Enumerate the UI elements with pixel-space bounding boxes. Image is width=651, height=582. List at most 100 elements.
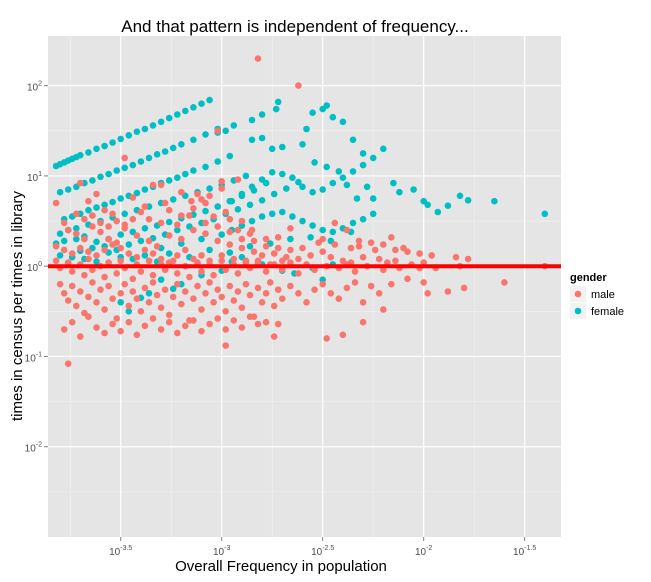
legend: gender male female [570, 272, 624, 319]
point-male [101, 206, 108, 214]
point-male [375, 255, 383, 263]
point-male [214, 223, 221, 230]
point-female [258, 197, 266, 204]
point-female [198, 100, 205, 107]
x-tick-label-base: 10 [513, 547, 525, 558]
y-tick-label-exponent: 0 [38, 261, 42, 268]
point-male [133, 295, 141, 303]
point-male [355, 237, 363, 245]
x-tick-label: 10-3 [213, 545, 230, 558]
point-male [287, 282, 294, 290]
point-male [214, 127, 221, 135]
point-female [137, 237, 145, 245]
point-male [335, 295, 343, 303]
point-male [198, 327, 205, 335]
point-male [416, 250, 423, 257]
point-male [64, 226, 72, 234]
x-tick-label-exponent: -3.5 [120, 545, 132, 552]
point-male [141, 284, 149, 292]
point-male [169, 293, 177, 301]
point-male [190, 295, 197, 303]
point-male [226, 215, 234, 223]
x-tick-label-exponent: -3 [224, 545, 230, 552]
point-female [246, 201, 254, 209]
point-female [73, 235, 80, 243]
point-male [218, 293, 225, 301]
point-male [89, 223, 96, 230]
point-female [309, 222, 316, 229]
point-female [274, 98, 282, 106]
point-male [85, 197, 92, 205]
point-male [222, 326, 229, 333]
point-male [109, 241, 116, 248]
point-female [121, 164, 128, 172]
point-male [392, 246, 399, 254]
point-male [52, 257, 60, 265]
point-male [254, 55, 262, 62]
point-male [89, 279, 96, 286]
point-male [287, 225, 294, 232]
point-female [73, 225, 80, 232]
point-male [157, 181, 165, 189]
point-female [287, 235, 294, 243]
point-male [165, 311, 173, 319]
point-male [105, 235, 112, 243]
point-female [349, 219, 357, 227]
point-male [222, 208, 229, 216]
point-male [165, 206, 173, 214]
point-male [60, 326, 68, 333]
point-female [165, 114, 173, 122]
point-male [121, 221, 128, 228]
point-female [141, 225, 149, 232]
point-male [60, 219, 68, 227]
point-male [109, 295, 116, 303]
point-male [194, 282, 201, 290]
point-male [81, 271, 88, 279]
point-male [125, 318, 133, 326]
point-male [68, 318, 76, 326]
point-male [428, 252, 436, 259]
point-male [97, 286, 104, 294]
x-tick-label-base: 10 [109, 547, 121, 558]
point-male [254, 284, 262, 292]
point-female [109, 139, 116, 146]
point-female [85, 149, 92, 156]
point-male [97, 228, 104, 236]
point-male [182, 322, 189, 330]
point-male [274, 320, 282, 328]
point-female [272, 105, 280, 113]
legend-swatch-female [574, 307, 582, 315]
point-male [190, 226, 197, 234]
point-male [444, 288, 452, 295]
point-male [323, 335, 331, 342]
point-female [145, 290, 153, 297]
point-female [174, 174, 181, 181]
point-female [279, 170, 286, 178]
point-male [81, 215, 88, 223]
point-female [97, 173, 104, 181]
point-male [101, 306, 108, 313]
point-female [295, 178, 302, 186]
point-female [165, 218, 173, 226]
point-male [295, 270, 302, 277]
point-male [218, 185, 225, 192]
y-tick-label-base: 10 [27, 173, 39, 184]
point-female [56, 230, 64, 237]
point-female [157, 276, 165, 284]
point-male [137, 268, 145, 275]
point-male [319, 248, 327, 255]
point-female [283, 185, 290, 192]
point-male [262, 243, 270, 250]
point-female [149, 122, 157, 129]
point-female [198, 235, 205, 243]
point-male [218, 257, 225, 265]
point-male [121, 280, 128, 288]
point-male [295, 255, 302, 263]
point-male [85, 293, 92, 301]
point-male [113, 315, 120, 322]
point-male [246, 230, 254, 237]
chart-title: And that pattern is independent of frequ… [121, 17, 468, 36]
point-female [299, 183, 306, 191]
point-female [101, 201, 108, 209]
point-female [113, 167, 120, 174]
